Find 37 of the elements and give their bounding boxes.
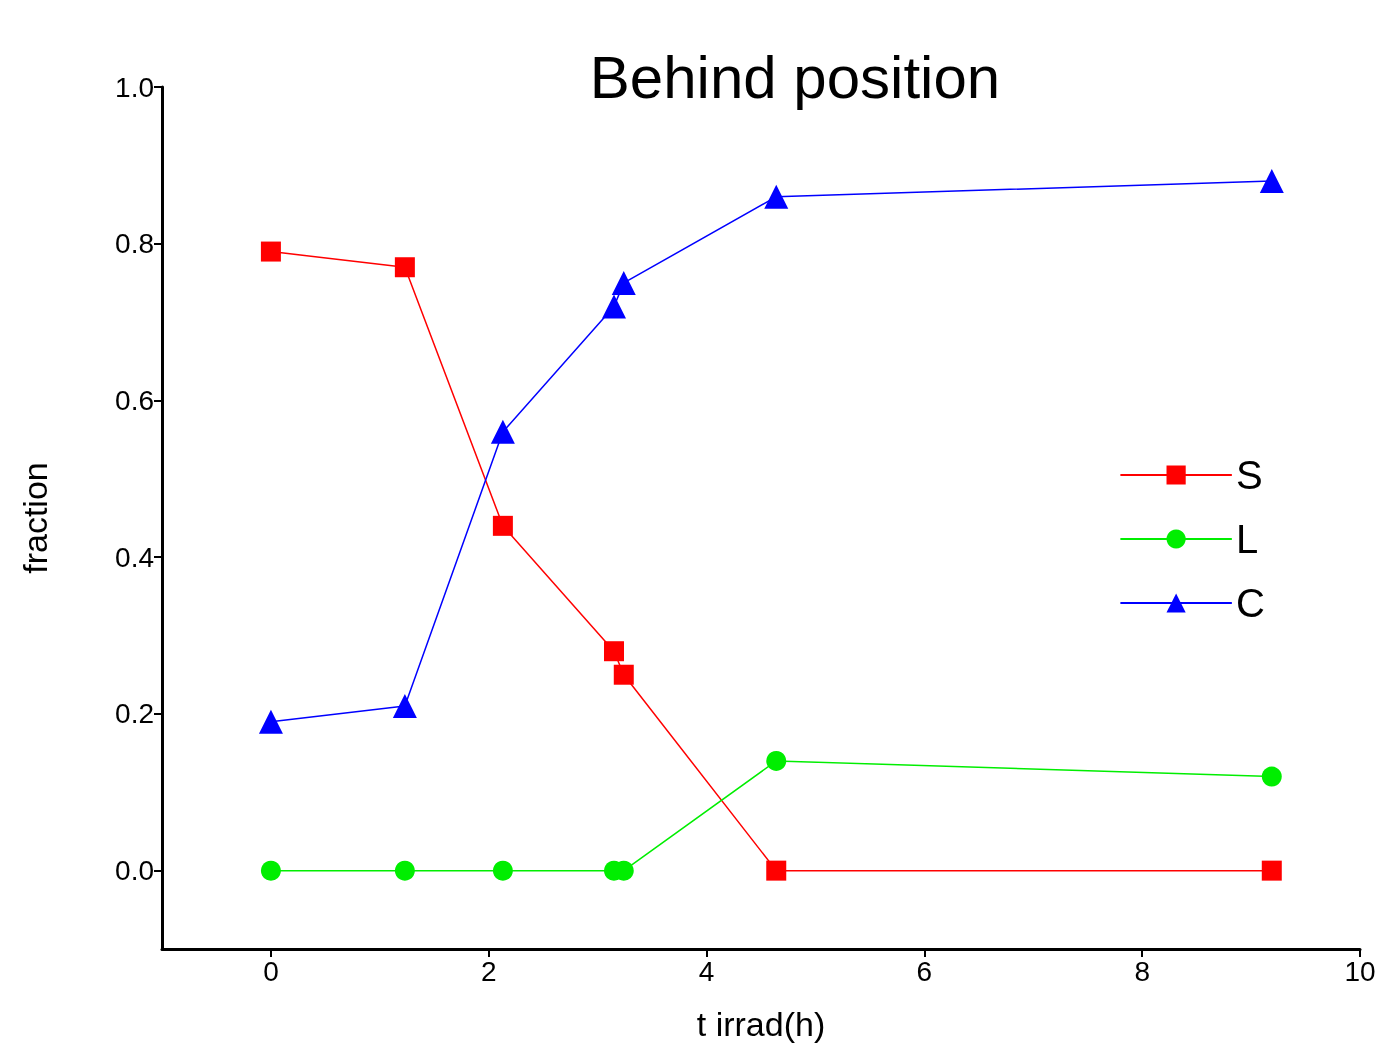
point [492,515,513,536]
point [258,709,283,734]
point [492,860,513,881]
point [611,270,636,295]
x-tick-label: 4 [698,955,715,987]
point [392,694,417,719]
y-axis-title: fraction [16,462,54,574]
point [766,750,787,771]
y-tick-label: 0.8 [115,228,154,260]
point [601,294,626,319]
x-tick-label: 8 [1134,955,1150,987]
y-tick-label: 0.6 [115,384,154,416]
x-tick-label: 2 [480,955,497,987]
point [613,664,634,685]
point [1259,169,1284,194]
legend-label: S [1236,453,1263,497]
x-tick-label: 6 [916,955,933,987]
point [764,184,789,209]
point [394,257,415,278]
y-tick-label: 0.2 [115,698,154,730]
y-tick-label: 0.4 [115,541,154,573]
point [260,241,281,262]
x-tick-label: 10 [1344,955,1376,987]
chart-title: Behind position [589,43,1001,111]
point [1261,766,1282,787]
y-tick-label: 0.0 [115,855,154,887]
x-tick-label: 0 [263,955,279,987]
x-axis-title: t irrad(h) [696,1005,826,1043]
point [1261,860,1282,881]
point [394,860,415,881]
point [603,641,624,662]
point [766,860,787,881]
legend-label: L [1236,517,1259,561]
legend-label: C [1236,581,1265,625]
point [260,860,281,881]
point [490,419,515,444]
y-tick-label: 1.0 [115,71,154,103]
